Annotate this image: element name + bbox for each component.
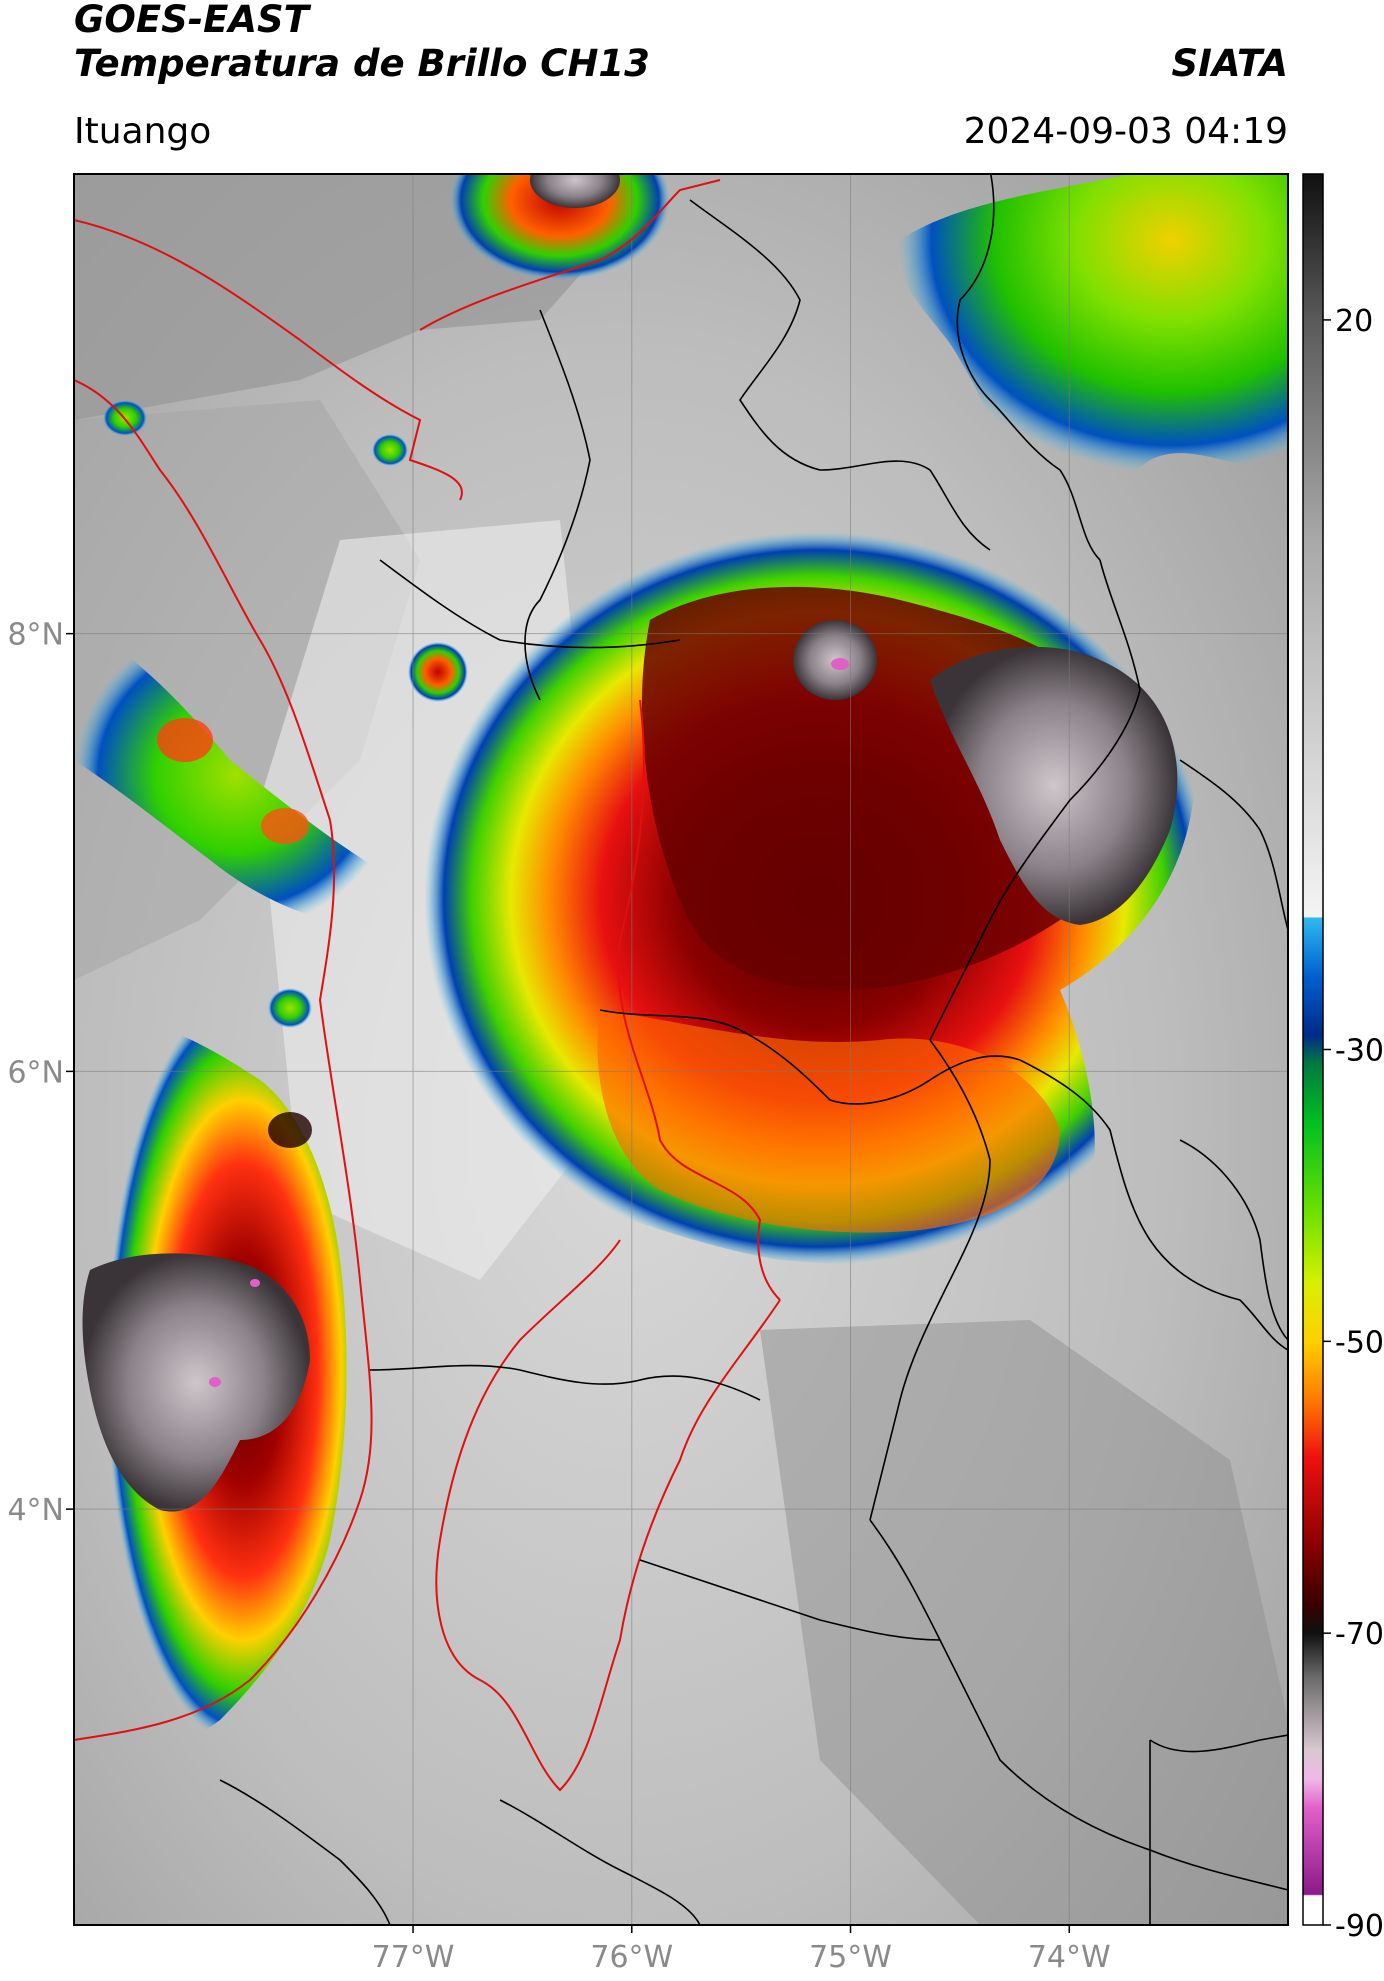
border-16 [1179,1139,1288,1341]
warm-ground-southeast [760,1320,1288,1925]
graticule [74,174,1288,1925]
colorbar-tick-label: 20 [1335,304,1373,339]
colorbar-fill [1303,174,1323,1925]
map-frame [73,173,1289,1926]
storm-southwest-cold1 [209,1377,221,1387]
lat-tick-label: 8°N [7,618,64,653]
border-8 [1019,1059,1288,1351]
cloud-cell-4 [268,988,312,1028]
border-7 [869,1039,991,1521]
colorbar-ticks: 20 -30 -50 -70 -90 [1323,304,1384,1944]
cloud-band-west-core2 [261,808,309,844]
border-14 [1149,1734,1288,1753]
antioquia-border [617,699,781,1301]
border-11 [639,1559,941,1641]
cloud-band-west [74,620,399,930]
map-plot-area [74,174,1288,1925]
cloud-band-west-core1 [157,718,213,762]
storm-east-gray-core [930,646,1178,925]
lon-tick-label: 77°W [372,1940,455,1975]
colorbar: 20 -30 -50 -70 -90 [1302,173,1384,1944]
lon-tick-label: 76°W [590,1940,673,1975]
region-label: Ituango [74,111,212,152]
border-1 [689,199,991,551]
colorbar-tick-label: -70 [1335,1617,1384,1652]
cloud-north-cap [450,174,670,280]
lat-tick-labels: 8°N 6°N 4°N [7,618,74,1528]
border-12 [219,1779,391,1925]
lon-tick-label: 75°W [809,1940,892,1975]
cloud-cell-1 [408,642,468,702]
lon-tick-label: 74°W [1028,1940,1111,1975]
timestamp-label: 2024-09-03 04:19 [963,111,1288,152]
product-title: Temperatura de Brillo CH13 [74,42,650,85]
colorbar-tick-label: -90 [1335,1909,1384,1944]
lat-tick-label: 6°N [7,1055,64,1090]
colorbar-tick-label: -50 [1335,1325,1384,1360]
border-5 [929,559,1141,1041]
organization-label: SIATA [1171,42,1288,85]
border-4 [956,174,1101,561]
highlight-borders [74,179,781,1792]
coastline-pacific [74,379,373,1741]
satellite-title: GOES-EAST [74,0,309,41]
coastline-uraba [419,179,721,331]
storm-coldest-spot [831,658,849,670]
border-10 [869,1519,1288,1891]
border-17 [1179,759,1288,931]
border-2 [524,309,591,701]
storm-southwest-cold2 [250,1279,260,1287]
border-9 [369,1364,761,1401]
cloud-north-core [530,174,620,208]
storm-south-warm [597,1010,1060,1233]
border-3 [379,559,681,649]
lon-tick-labels: 77°W 76°W 75°W 74°W [372,1925,1111,1975]
colorbar-tick-label: -30 [1335,1034,1384,1069]
cloud-cell-2 [372,434,408,466]
department-borders [219,174,1288,1925]
coastline-caribbean [74,219,463,501]
border-13 [499,1799,701,1925]
cloud-northeast [898,174,1288,507]
storm-southwest-gray [82,1253,310,1512]
storm-southwest-darkspot [268,1112,312,1148]
lat-tick-label: 4°N [7,1493,64,1528]
river-corridor [435,1239,781,1792]
warm-ground-west [74,400,420,980]
